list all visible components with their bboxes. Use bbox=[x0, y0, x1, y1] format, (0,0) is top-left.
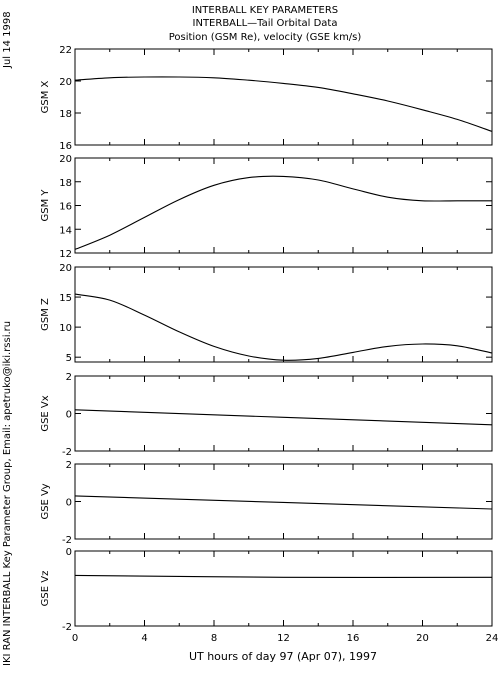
credit-line: IKI RAN INTERBALL Key Parameter Group, E… bbox=[2, 321, 13, 666]
y-tick-label: 22 bbox=[59, 45, 72, 56]
x-tick-label: 16 bbox=[347, 633, 360, 644]
title-line-1: INTERBALL KEY PARAMETERS bbox=[192, 5, 338, 16]
y-tick-label: 2 bbox=[66, 372, 72, 383]
y-axis-label-gsm-z: GSM Z bbox=[40, 298, 51, 331]
y-tick-label: 5 bbox=[66, 353, 72, 364]
panel-gsm-x: 16 18 20 22 GSM X bbox=[40, 45, 493, 152]
series-line-gse-vx bbox=[74, 409, 493, 426]
x-tick-label: 8 bbox=[211, 633, 217, 644]
series-line-gsm-y bbox=[74, 175, 492, 250]
panel-gse-vy: -2 0 2 GSE Vy bbox=[40, 460, 493, 546]
y-tick-label: 0 bbox=[66, 410, 72, 421]
x-tick-label: 4 bbox=[141, 633, 147, 644]
y-axis-label-gsm-y: GSM Y bbox=[40, 189, 51, 222]
y-tick-label: 18 bbox=[59, 109, 72, 120]
date-stamp: Jul 14 1998 bbox=[2, 11, 13, 69]
y-tick-label: 2 bbox=[66, 460, 72, 471]
title-line-3: Position (GSM Re), velocity (GSE km/s) bbox=[169, 32, 362, 43]
x-axis-label: UT hours of day 97 (Apr 07), 1997 bbox=[189, 650, 377, 663]
y-tick-label: 16 bbox=[59, 141, 72, 152]
panel-frame-gse-vz bbox=[74, 550, 493, 627]
panel-gsm-y: 12 14 16 18 20 GSM Y bbox=[40, 154, 493, 260]
series-line-gse-vy bbox=[74, 495, 493, 510]
y-tick-label: 16 bbox=[59, 202, 72, 213]
y-tick-label: 20 bbox=[59, 263, 72, 274]
x-axis: 0 4 8 12 16 20 24 bbox=[72, 49, 499, 644]
y-tick-label: 20 bbox=[59, 154, 72, 165]
title-line-2: INTERBALL—Tail Orbital Data bbox=[193, 18, 338, 29]
series-line-gsm-x bbox=[74, 76, 493, 132]
y-tick-label: -2 bbox=[62, 535, 72, 546]
y-tick-label: -2 bbox=[62, 447, 72, 458]
panel-gse-vx: -2 0 2 GSE Vx bbox=[40, 372, 493, 458]
y-tick-label: 20 bbox=[59, 77, 72, 88]
panel-frame-gsm-x bbox=[74, 48, 493, 146]
x-tick-label: 24 bbox=[486, 633, 499, 644]
panel-gse-vz: -2 0 GSE Vz bbox=[40, 547, 493, 633]
y-tick-label: 12 bbox=[59, 249, 72, 260]
y-axis-label-gse-vz: GSE Vz bbox=[40, 571, 51, 607]
y-tick-label: 0 bbox=[66, 547, 72, 558]
panel-gsm-z: 5 10 15 20 GSM Z bbox=[40, 263, 493, 364]
x-tick-label: 20 bbox=[416, 633, 429, 644]
y-tick-label: 0 bbox=[66, 498, 72, 509]
y-tick-label: 14 bbox=[59, 225, 72, 236]
y-tick-label: -2 bbox=[62, 622, 72, 633]
series-line-gse-vz bbox=[74, 574, 493, 578]
series-line-gsm-z bbox=[74, 293, 493, 361]
y-axis-label-gse-vx: GSE Vx bbox=[40, 395, 51, 431]
panel-frame-gse-vx bbox=[74, 375, 493, 452]
y-axis-label-gse-vy: GSE Vy bbox=[40, 483, 51, 519]
y-tick-label: 15 bbox=[59, 293, 72, 304]
x-tick-label: 0 bbox=[72, 633, 78, 644]
x-tick-label: 12 bbox=[277, 633, 290, 644]
y-tick-label: 10 bbox=[59, 323, 72, 334]
panel-frame-gse-vy bbox=[74, 463, 493, 540]
panel-frame-gsm-z bbox=[74, 266, 493, 363]
panel-frame-gsm-y bbox=[74, 157, 493, 254]
y-axis-label-gsm-x: GSM X bbox=[40, 80, 51, 113]
y-tick-label: 18 bbox=[59, 178, 72, 189]
